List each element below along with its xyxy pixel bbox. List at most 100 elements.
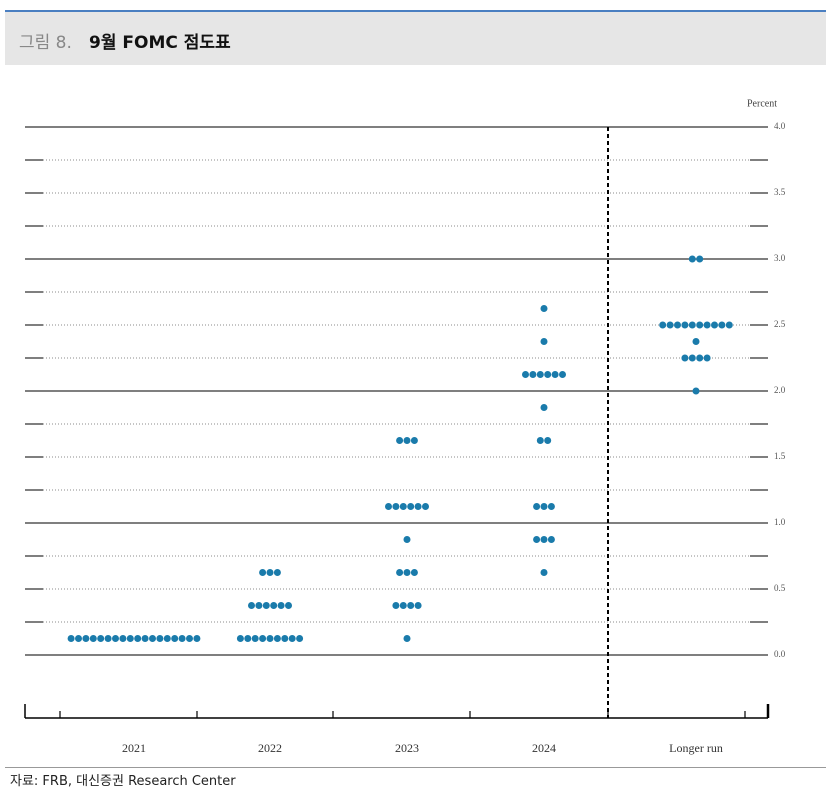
dot bbox=[522, 371, 529, 378]
dot bbox=[696, 321, 704, 329]
dot bbox=[251, 635, 259, 642]
dot bbox=[149, 635, 156, 642]
dot bbox=[703, 321, 711, 329]
dot bbox=[533, 536, 541, 543]
dot bbox=[134, 635, 142, 642]
x-tick-label: 2021 bbox=[122, 741, 146, 755]
dot bbox=[399, 602, 407, 609]
divider bbox=[5, 767, 826, 768]
dot bbox=[273, 635, 281, 642]
dot bbox=[403, 569, 411, 576]
dot bbox=[89, 635, 97, 642]
dot bbox=[547, 503, 555, 510]
dot bbox=[711, 321, 718, 329]
dot bbox=[104, 635, 112, 642]
dot bbox=[414, 602, 422, 609]
dot bbox=[540, 338, 548, 345]
dot bbox=[396, 569, 404, 576]
dot bbox=[407, 602, 415, 609]
dot bbox=[75, 635, 82, 642]
dot bbox=[533, 503, 541, 510]
dot bbox=[392, 602, 400, 609]
dot bbox=[422, 503, 429, 510]
dot bbox=[551, 371, 559, 378]
dot bbox=[193, 635, 201, 642]
dot bbox=[540, 404, 548, 411]
dot bbox=[285, 602, 292, 609]
dot bbox=[536, 371, 544, 378]
dot bbox=[547, 536, 555, 543]
dot bbox=[414, 503, 422, 510]
dot bbox=[270, 602, 278, 609]
dot bbox=[410, 569, 418, 576]
dot bbox=[703, 354, 711, 362]
dot bbox=[266, 569, 274, 576]
dot bbox=[163, 635, 171, 642]
dot bbox=[186, 635, 193, 642]
dot bbox=[67, 635, 75, 642]
dot bbox=[674, 321, 681, 329]
y-tick-label: 0.0 bbox=[774, 649, 786, 659]
dot bbox=[407, 503, 415, 510]
dot bbox=[681, 354, 689, 362]
y-axis-title: Percent bbox=[747, 98, 777, 109]
dot bbox=[141, 635, 149, 642]
figure-label: 그림 8. bbox=[19, 33, 72, 53]
dot bbox=[681, 321, 689, 329]
dot bbox=[248, 602, 255, 609]
dot bbox=[403, 437, 411, 444]
y-tick-label: 3.0 bbox=[774, 253, 786, 263]
dot bbox=[692, 387, 700, 395]
dot bbox=[392, 503, 400, 510]
dot bbox=[403, 536, 411, 543]
y-tick-label: 1.0 bbox=[774, 517, 786, 527]
dot bbox=[688, 321, 696, 329]
dot bbox=[410, 437, 418, 444]
dot bbox=[666, 321, 674, 329]
dot bbox=[82, 635, 90, 642]
dot bbox=[659, 321, 667, 329]
dot bbox=[178, 635, 186, 642]
x-tick-label: 2022 bbox=[258, 741, 282, 755]
y-tick-label: 2.5 bbox=[774, 319, 786, 329]
dot bbox=[259, 635, 267, 642]
dot bbox=[688, 255, 696, 263]
dot bbox=[696, 255, 704, 263]
dot bbox=[244, 635, 252, 642]
dot bbox=[296, 635, 304, 642]
dot bbox=[126, 635, 134, 642]
dot bbox=[266, 635, 274, 642]
dot bbox=[696, 354, 704, 362]
dot bbox=[718, 321, 726, 329]
dot bbox=[529, 371, 537, 378]
dot bbox=[277, 602, 285, 609]
dot bbox=[540, 569, 548, 576]
y-tick-label: 0.5 bbox=[774, 583, 786, 593]
dot bbox=[273, 569, 281, 576]
x-tick-label: 2024 bbox=[532, 741, 556, 755]
dot bbox=[288, 635, 296, 642]
dot bbox=[396, 437, 404, 444]
dot bbox=[112, 635, 119, 642]
source: 자료: FRB, 대신증권 Research Center bbox=[10, 774, 236, 789]
y-tick-label: 3.5 bbox=[774, 187, 786, 197]
dot bbox=[119, 635, 127, 642]
dot bbox=[399, 503, 407, 510]
x-tick-label: Longer run bbox=[669, 741, 723, 755]
dot bbox=[255, 602, 263, 609]
dot bbox=[692, 338, 700, 345]
dot bbox=[171, 635, 179, 642]
dot bbox=[156, 635, 164, 642]
dot bbox=[236, 635, 244, 642]
header: 그림 8. 9월 FOMC 점도표 bbox=[5, 10, 826, 65]
dot bbox=[385, 503, 392, 510]
dot bbox=[97, 635, 105, 642]
dot bbox=[281, 635, 289, 642]
dot bbox=[259, 569, 267, 576]
dot bbox=[536, 437, 544, 444]
dot bbox=[559, 371, 566, 378]
y-tick-label: 2.0 bbox=[774, 385, 786, 395]
x-tick-label: 2023 bbox=[395, 741, 419, 755]
dot bbox=[540, 503, 548, 510]
